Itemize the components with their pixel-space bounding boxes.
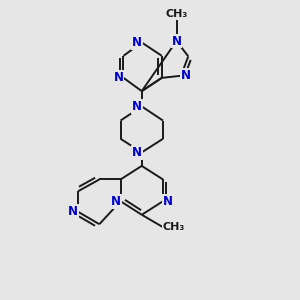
Text: CH₃: CH₃ (163, 222, 185, 232)
Text: N: N (132, 100, 142, 113)
Text: N: N (132, 36, 142, 49)
Text: N: N (113, 71, 124, 84)
Text: CH₃: CH₃ (165, 9, 188, 19)
Text: N: N (68, 205, 78, 218)
Text: N: N (163, 195, 173, 208)
Text: N: N (181, 69, 191, 82)
Text: N: N (111, 195, 121, 208)
Text: N: N (132, 146, 142, 159)
Text: N: N (172, 34, 182, 48)
